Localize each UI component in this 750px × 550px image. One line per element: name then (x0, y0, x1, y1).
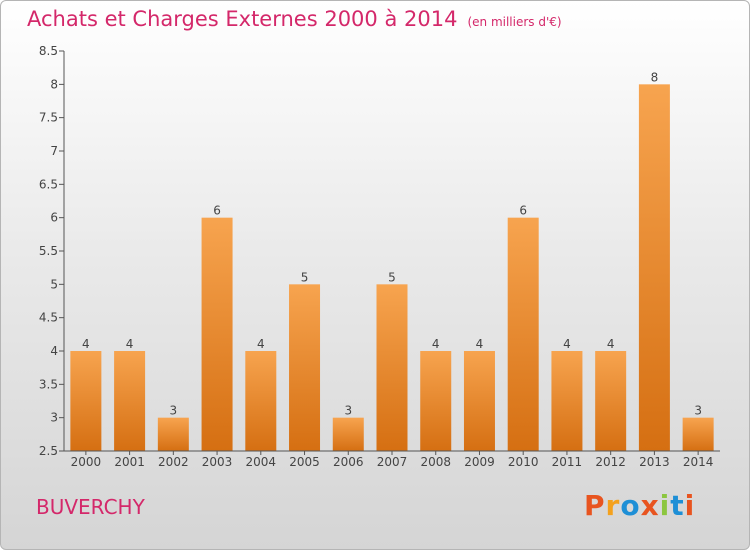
x-tick-label: 2013 (639, 455, 670, 469)
y-tick-label: 7 (50, 144, 58, 158)
bar (420, 351, 452, 451)
commune-name: BUVERCHY (36, 495, 145, 519)
chart-title-text: Achats et Charges Externes 2000 à 2014 (27, 7, 458, 31)
y-tick-label: 4 (50, 344, 58, 358)
x-tick-label: 2006 (333, 455, 364, 469)
bar (595, 351, 627, 451)
proxiti-logo[interactable]: Proxiti (584, 489, 695, 522)
y-tick-label: 5 (50, 277, 58, 291)
axes-group: 2.5 3 3.5 4 4.5 5 5.5 6 6.5 7 7.5 8 8.5 2000 2001 2002 2… (39, 44, 720, 469)
y-tick-label: 3.5 (39, 377, 58, 391)
bar-value-label: 4 (607, 337, 615, 351)
bar (70, 351, 102, 451)
bar (376, 284, 408, 451)
bar (157, 417, 189, 451)
brand-letter: x (640, 489, 660, 522)
brand-letter: i (659, 489, 671, 522)
bar (245, 351, 277, 451)
bars-group: 4 4 3 6 4 5 3 5 4 4 6 4 4 8 3 (70, 70, 714, 451)
x-tick-label: 2000 (71, 455, 102, 469)
x-tick-label: 2009 (464, 455, 495, 469)
bar (463, 351, 495, 451)
bar-value-label: 4 (476, 337, 484, 351)
x-tick-label: 2002 (158, 455, 189, 469)
brand-letter: t (670, 489, 685, 522)
y-tick-label: 7.5 (39, 111, 58, 125)
chart-subtitle: (en milliers d'€) (467, 15, 562, 29)
bar (682, 417, 714, 451)
brand-letter: P (584, 489, 606, 522)
x-tick-label: 2008 (420, 455, 451, 469)
x-tick-label: 2003 (202, 455, 233, 469)
bar (289, 284, 321, 451)
x-tick-label: 2010 (508, 455, 539, 469)
y-tick-label: 4.5 (39, 311, 58, 325)
bar (332, 417, 364, 451)
x-tick-label: 2012 (595, 455, 626, 469)
x-tick-label: 2014 (683, 455, 714, 469)
bar (507, 217, 539, 451)
x-tick-label: 2011 (552, 455, 583, 469)
bar (201, 217, 233, 451)
bar-value-label: 4 (432, 337, 440, 351)
chart-title: Achats et Charges Externes 2000 à 2014 (e… (27, 7, 562, 31)
bar-value-label: 6 (519, 204, 527, 218)
y-tick-label: 5.5 (39, 244, 58, 258)
y-tick-label: 6 (50, 211, 58, 225)
bar-value-label: 5 (301, 270, 309, 284)
bar (638, 84, 670, 451)
brand-letter: o (620, 489, 641, 522)
x-tick-label: 2001 (114, 455, 145, 469)
y-tick-label: 6.5 (39, 177, 58, 191)
bar-value-label: 6 (213, 204, 221, 218)
bar-value-label: 8 (651, 70, 659, 84)
x-tick-label: 2005 (289, 455, 320, 469)
brand-letter: r (605, 489, 621, 522)
y-tick-label: 3 (50, 411, 58, 425)
brand-letter: i (684, 489, 696, 522)
bar (551, 351, 583, 451)
bar-value-label: 4 (82, 337, 90, 351)
bar-value-label: 3 (344, 404, 352, 418)
y-tick-label: 2.5 (39, 444, 58, 458)
bar-value-label: 3 (694, 404, 702, 418)
bar-value-label: 3 (170, 404, 178, 418)
bar-value-label: 4 (257, 337, 265, 351)
bar-value-label: 4 (126, 337, 134, 351)
y-tick-label: 8 (50, 77, 58, 91)
y-tick-label: 8.5 (39, 44, 58, 58)
bar-value-label: 5 (388, 270, 396, 284)
bar-value-label: 4 (563, 337, 571, 351)
x-tick-label: 2007 (377, 455, 408, 469)
bar (114, 351, 146, 451)
x-tick-label: 2004 (246, 455, 277, 469)
